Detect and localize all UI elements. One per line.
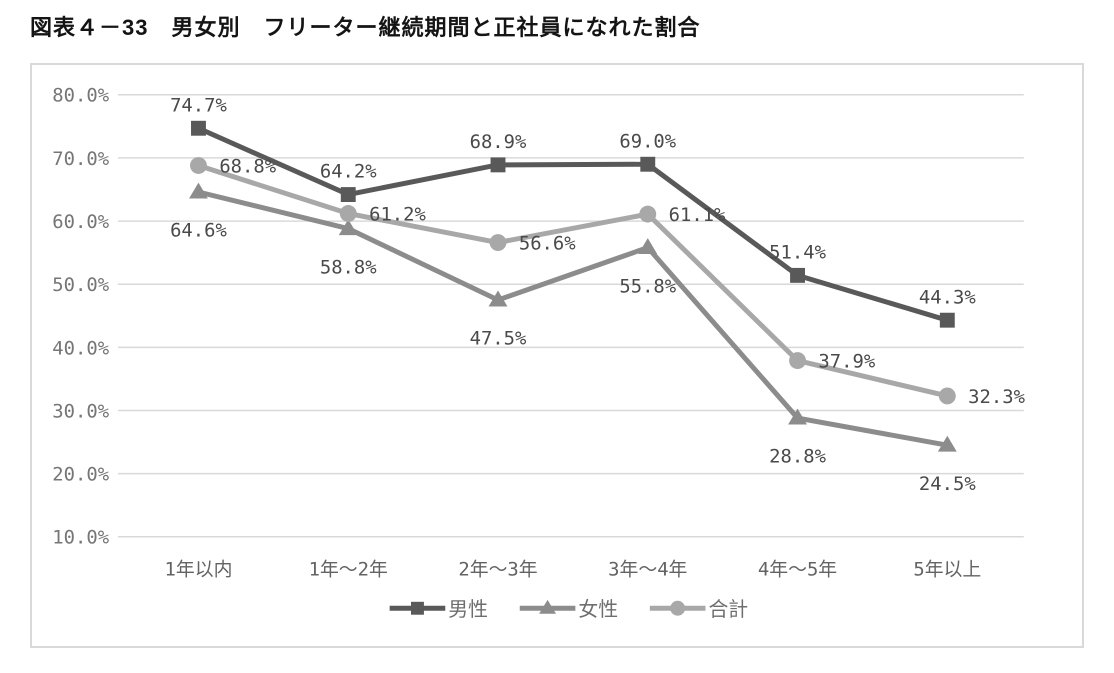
legend-item-男性: 男性 — [389, 598, 488, 621]
data-point-marker-男性 — [939, 312, 955, 328]
data-point-marker-女性 — [638, 238, 658, 255]
data-point-marker-合計 — [789, 352, 806, 370]
data-point-marker-男性 — [640, 156, 656, 172]
y-tick-label: 70.0% — [52, 148, 109, 170]
data-label: 44.3% — [919, 286, 976, 308]
x-category-label: 1年〜2年 — [309, 558, 388, 580]
data-label: 61.1% — [669, 204, 726, 226]
data-point-marker-男性 — [490, 157, 506, 173]
x-category-label: 1年以内 — [164, 558, 232, 580]
chart-frame: 80.0% 70.0% 60.0% 50.0% 40.0% 30.0% 20.0% 10.0%… — [30, 63, 1084, 648]
legend-marker-triangle — [539, 599, 557, 614]
y-tick-label: 40.0% — [52, 337, 109, 359]
y-tick-label: 20.0% — [52, 464, 109, 486]
data-label: 69.0% — [619, 130, 676, 152]
data-point-marker-女性 — [338, 219, 358, 236]
data-label: 32.3% — [968, 386, 1025, 408]
data-label: 37.9% — [818, 351, 875, 373]
x-category-label: 5年以上 — [913, 558, 981, 580]
series-line-女性 — [197, 189, 948, 448]
data-label: 56.6% — [519, 232, 576, 254]
data-label: 64.6% — [170, 220, 227, 242]
x-category-label: 3年〜4年 — [608, 558, 687, 580]
x-category-label: 4年〜5年 — [758, 558, 837, 580]
x-category-label: 2年〜3年 — [458, 558, 537, 580]
data-label: 58.8% — [320, 256, 377, 278]
data-point-marker-女性 — [788, 408, 807, 425]
data-point-marker-合計 — [339, 205, 357, 222]
y-tick-label: 60.0% — [52, 211, 109, 233]
chart-title: 図表４－33 男女別 フリーター継続期間と正社員になれた割合 — [30, 15, 701, 40]
data-label: 64.2% — [320, 161, 377, 183]
line-chart: 80.0% 70.0% 60.0% 50.0% 40.0% 30.0% 20.0% 10.0%… — [52, 85, 1025, 621]
legend-item-女性: 女性 — [519, 598, 618, 621]
data-point-marker-男性 — [191, 120, 206, 136]
data-point-marker-合計 — [489, 234, 507, 251]
data-point-marker-合計 — [938, 387, 956, 405]
legend-label: 男性 — [448, 598, 488, 621]
legend-marker-circle — [670, 600, 686, 616]
data-label: 51.4% — [769, 241, 826, 263]
series-line-男性 — [197, 125, 949, 323]
data-point-marker-女性 — [937, 435, 957, 452]
data-point-marker-女性 — [488, 290, 508, 307]
y-tick-label: 50.0% — [52, 274, 109, 296]
y-tick-label: 30.0% — [52, 400, 109, 422]
series-line-合計 — [197, 163, 948, 399]
legend-marker-square — [411, 601, 424, 615]
data-label: 55.8% — [619, 275, 676, 297]
data-point-marker-女性 — [189, 182, 208, 199]
y-tick-label: 10.0% — [52, 527, 109, 549]
data-label: 68.9% — [470, 131, 527, 153]
data-label: 74.7% — [170, 94, 227, 116]
legend-item-合計: 合計 — [649, 598, 748, 621]
y-tick-label: 80.0% — [52, 85, 109, 107]
data-label: 24.5% — [919, 473, 976, 495]
data-point-marker-男性 — [790, 267, 805, 283]
data-point-marker-男性 — [340, 187, 356, 202]
data-label: 61.2% — [369, 203, 426, 225]
data-point-marker-合計 — [190, 157, 207, 174]
data-point-marker-合計 — [639, 205, 657, 223]
data-label: 68.8% — [219, 155, 276, 177]
data-label: 47.5% — [470, 328, 527, 350]
data-label: 28.8% — [769, 446, 826, 468]
legend-label: 合計 — [708, 598, 748, 621]
legend-label: 女性 — [578, 598, 618, 621]
